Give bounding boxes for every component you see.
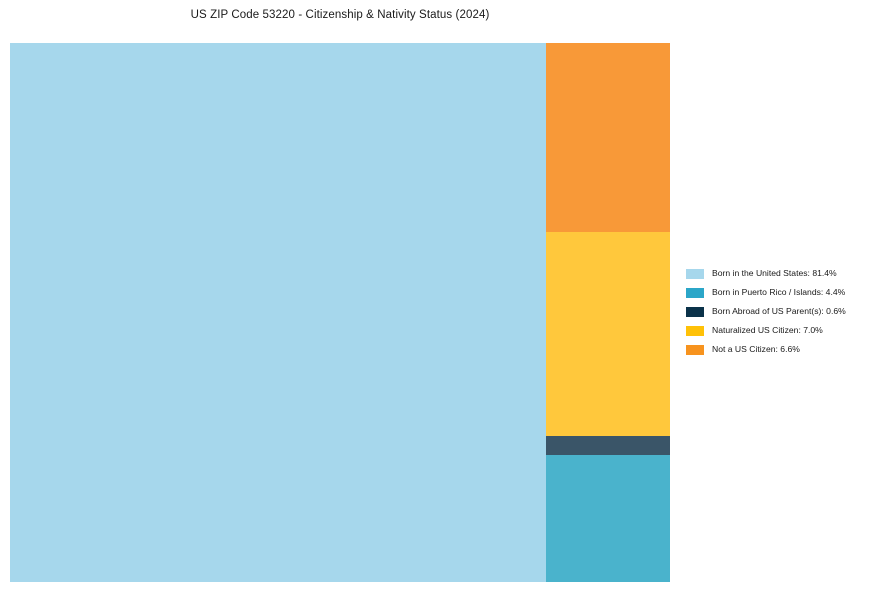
- treemap-tile-naturalized-us-citizen[interactable]: [546, 232, 670, 436]
- legend-swatch-icon: [686, 306, 704, 317]
- legend-swatch-icon: [686, 268, 704, 279]
- legend-swatch-icon: [686, 325, 704, 336]
- treemap-tile-born-in-the-united-states[interactable]: [10, 43, 546, 582]
- treemap-tile-born-in-puerto-rico-islands[interactable]: [546, 455, 670, 582]
- legend-item-label: Naturalized US Citizen: 7.0%: [712, 325, 823, 336]
- legend-item-not-a-us-citizen[interactable]: Not a US Citizen: 6.6%: [686, 340, 886, 359]
- treemap-plot-area: [10, 43, 670, 582]
- treemap-tile-born-abroad-of-us-parents[interactable]: [546, 436, 670, 455]
- legend-item-born-in-puerto-rico-islands[interactable]: Born in Puerto Rico / Islands: 4.4%: [686, 283, 886, 302]
- legend-item-label: Not a US Citizen: 6.6%: [712, 344, 800, 355]
- legend-item-naturalized-us-citizen[interactable]: Naturalized US Citizen: 7.0%: [686, 321, 886, 340]
- treemap-tile-not-a-us-citizen[interactable]: [546, 43, 670, 232]
- legend-item-label: Born Abroad of US Parent(s): 0.6%: [712, 306, 846, 317]
- legend-item-label: Born in Puerto Rico / Islands: 4.4%: [712, 287, 846, 298]
- legend-item-born-abroad-of-us-parents[interactable]: Born Abroad of US Parent(s): 0.6%: [686, 302, 886, 321]
- legend-swatch-icon: [686, 344, 704, 355]
- chart-legend: Born in the United States: 81.4% Born in…: [686, 264, 886, 359]
- legend-item-label: Born in the United States: 81.4%: [712, 268, 837, 279]
- legend-item-born-in-the-united-states[interactable]: Born in the United States: 81.4%: [686, 264, 886, 283]
- legend-swatch-icon: [686, 287, 704, 298]
- chart-title: US ZIP Code 53220 - Citizenship & Nativi…: [190, 9, 490, 21]
